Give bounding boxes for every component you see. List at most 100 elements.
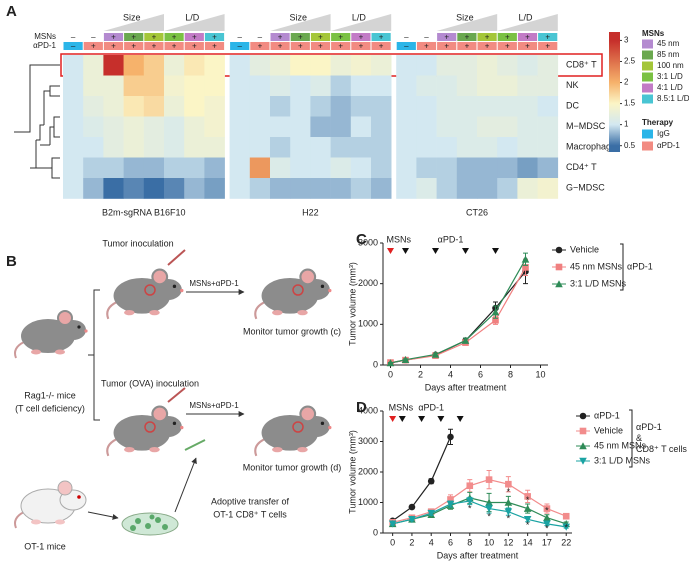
heatmap-cell (290, 116, 311, 138)
x-tick-label: 6 (478, 369, 483, 379)
apd1-tile (331, 42, 351, 50)
header-wedge (164, 14, 225, 31)
heatmap-cell (310, 116, 331, 138)
heatmap-cell (164, 137, 185, 158)
legend-label: Vehicle (594, 425, 623, 435)
heatmap-cell (497, 116, 518, 138)
apd1-sign: + (111, 42, 116, 51)
heatmap-cell (204, 116, 225, 138)
row-label: DC (566, 101, 579, 111)
marker (555, 246, 563, 254)
heatmap-cell (143, 75, 165, 97)
legend-label: αPD-1 (594, 410, 620, 420)
heatmap-cell (204, 75, 225, 97)
heatmap-cell (371, 75, 392, 97)
legend-title: MSNs (642, 29, 665, 38)
x-tick-label: 10 (484, 537, 494, 547)
colorbar-label: 2.5 (624, 57, 636, 66)
dose-marker (398, 416, 406, 422)
colorbar-label: 3 (624, 36, 629, 45)
marker (579, 427, 587, 435)
heatmap-cell (350, 75, 372, 97)
msn-sign: + (318, 33, 323, 42)
dose-marker (387, 248, 394, 254)
apd1-sign: + (424, 42, 429, 51)
legend-label: 85 nm (657, 50, 680, 59)
heatmap-cell (184, 55, 205, 76)
apd1-tile (351, 42, 371, 50)
header-label: Size (456, 12, 474, 22)
legend-swatch (642, 61, 653, 71)
heatmap-cell (477, 137, 498, 158)
legend-swatch (642, 129, 653, 139)
marker (555, 263, 563, 271)
marker (401, 355, 410, 364)
marker (491, 308, 500, 316)
label: (T cell deficiency) (15, 403, 85, 413)
marker (521, 255, 530, 263)
heatmap-cell (330, 116, 352, 138)
msn-tile (83, 33, 103, 41)
apd1-tile (103, 42, 124, 50)
msn-tile (416, 33, 437, 41)
series-line (390, 271, 526, 364)
y-tick-label: 4000 (358, 405, 378, 415)
legend-swatch (642, 83, 653, 93)
x-tick-label: 4 (429, 537, 434, 547)
heatmap-cell (310, 96, 331, 117)
heatmap-cell (310, 75, 331, 97)
msn-tile (184, 33, 204, 41)
marker (386, 359, 395, 367)
heatmap-cell (517, 137, 538, 158)
heatmap-cell (436, 55, 458, 76)
significance: * (564, 522, 568, 532)
colorbar-label: 2 (624, 78, 629, 87)
apd1-tile (497, 42, 517, 50)
legend-group-label: CD8⁺ T cells (636, 444, 687, 454)
heatmap-cell (497, 157, 518, 179)
brace (88, 289, 100, 421)
heatmap-cell (371, 116, 392, 138)
heatmap-cell (63, 55, 84, 76)
apd1-tile (310, 42, 331, 50)
msn-tile (103, 33, 124, 41)
heatmap-cell (350, 178, 372, 199)
heatmap-cell (184, 137, 205, 158)
heatmap-cell (249, 137, 271, 158)
heatmap-cell (270, 116, 291, 138)
heatmap-cell (204, 178, 225, 199)
heatmap-cell (396, 55, 417, 76)
apd1-tile (83, 42, 103, 50)
label: OT-1 CD8⁺ T cells (213, 509, 287, 519)
panel-label: A (6, 3, 17, 20)
marker (523, 515, 532, 524)
row-label: Macrophage (566, 142, 616, 152)
heatmap-cell (517, 157, 538, 179)
tumor (144, 284, 156, 296)
apd1-sign: + (444, 42, 449, 51)
heatmap-cell (290, 157, 311, 179)
msn-sign: – (91, 33, 96, 42)
heatmap-cell (456, 178, 478, 199)
heatmap-cell (164, 157, 185, 179)
heatmap-cell (83, 157, 104, 179)
legend-swatch (642, 39, 653, 49)
apd1-sign: + (258, 42, 263, 51)
apd1-tile (184, 42, 204, 50)
x-axis-label: Days after treatment (437, 550, 519, 560)
marker (505, 480, 512, 488)
x-tick-label: 0 (388, 369, 393, 379)
header-wedge (330, 14, 392, 31)
legend-label: IgG (657, 129, 670, 138)
heatmap-cell (436, 75, 458, 97)
heatmap-cell (83, 116, 104, 138)
heatmap-cell (436, 157, 458, 179)
apd1-tile (517, 42, 538, 50)
msn-tile (331, 33, 351, 41)
heatmap-cell (371, 55, 392, 76)
apd1-sign: + (131, 42, 136, 51)
y-tick-label: 2000 (358, 466, 378, 476)
heatmap-cell (184, 178, 205, 199)
label: Rag1-/- mice (24, 390, 76, 400)
label: Tumor (OVA) inoculation (101, 378, 199, 388)
